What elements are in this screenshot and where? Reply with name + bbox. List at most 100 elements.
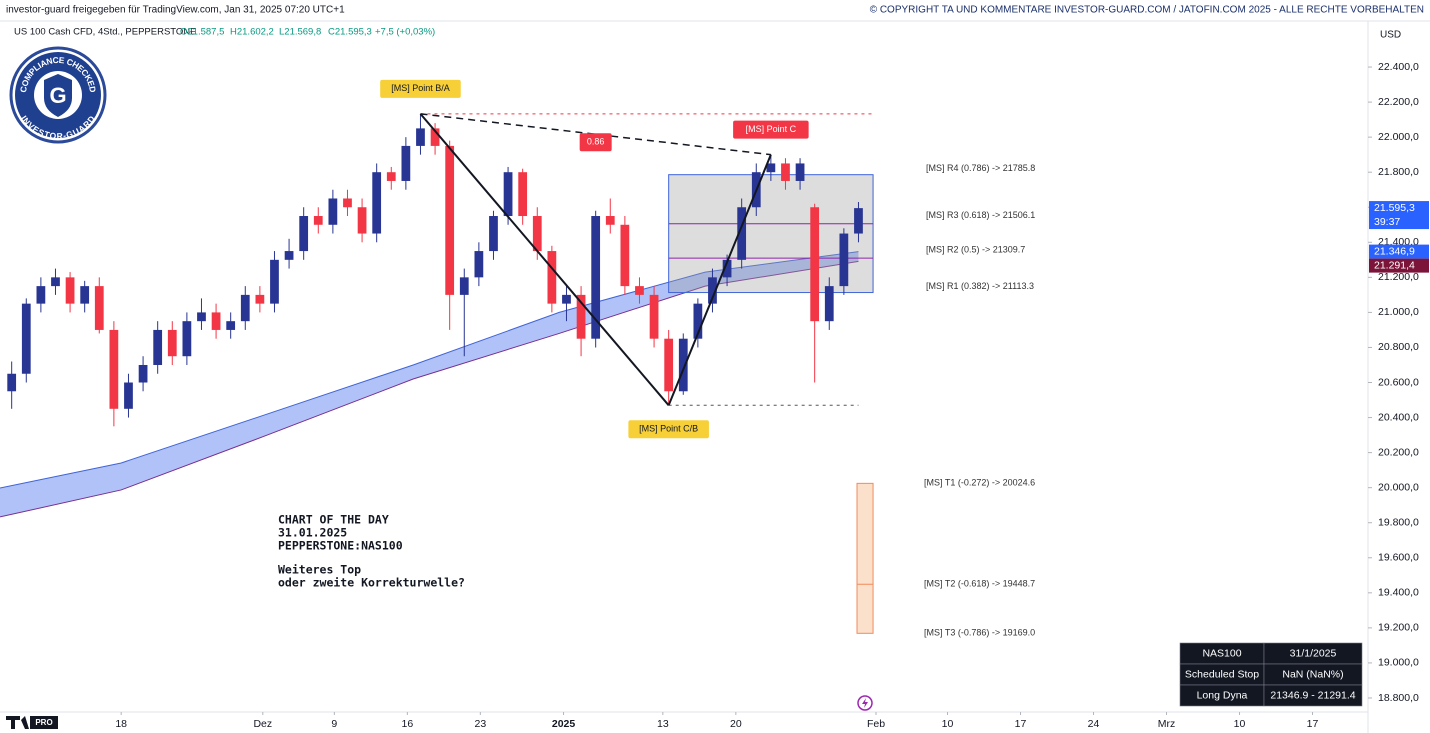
x-tick-label: 23	[474, 718, 486, 730]
x-tick-label: Mrz	[1158, 718, 1176, 730]
candle-body	[503, 172, 513, 217]
candle-body	[328, 198, 338, 225]
price-label-box	[1369, 244, 1429, 259]
candle-body	[678, 338, 688, 392]
ms-level-label: [MS] R2 (0.5) -> 21309.7	[926, 245, 1025, 255]
candle-body	[226, 321, 236, 330]
candle-body	[7, 373, 17, 392]
target-label: [MS] T1 (-0.272) -> 20024.6	[924, 478, 1035, 488]
target-label: [MS] T2 (-0.618) -> 19448.7	[924, 579, 1035, 589]
candle-body	[197, 312, 206, 322]
y-tick-label: 20.800,0	[1378, 341, 1419, 353]
candle-body	[65, 277, 75, 304]
note-line: CHART OF THE DAY	[278, 513, 389, 527]
info-table: NAS100 31/1/2025 Scheduled Stop NaN (NaN%) L…	[1179, 642, 1363, 707]
x-tick-label: Dez	[253, 718, 272, 730]
y-tick-label: 22.200,0	[1378, 96, 1419, 108]
candle-body	[255, 294, 265, 304]
candle-body	[722, 259, 732, 278]
point-label: [MS] Point B/A	[391, 83, 450, 93]
candle-body	[124, 382, 133, 409]
ms-level-label: [MS] R4 (0.786) -> 21785.8	[926, 163, 1035, 173]
y-tick-label: 21.000,0	[1378, 306, 1419, 318]
y-tick-label: 19.000,0	[1378, 657, 1419, 669]
candle-body	[430, 128, 440, 146]
candle-body	[416, 128, 425, 146]
table-text: 31/1/2025	[1290, 647, 1337, 659]
table-cell	[1263, 684, 1363, 707]
x-tick-label: 9	[331, 718, 337, 730]
compliance-logo: COMPLIANCE CHECKED INVESTOR-GUARD G	[9, 46, 107, 144]
note-line: 31.01.2025	[278, 526, 347, 540]
header-right: © COPYRIGHT TA UND KOMMENTARE INVESTOR-G…	[870, 5, 1424, 16]
price-label-box	[1369, 258, 1429, 273]
note-block: CHART OF THE DAY 31.01.2025 PEPPERSTONE:…	[278, 513, 465, 590]
candle-body	[795, 163, 805, 181]
note-line: PEPPERSTONE:NAS100	[278, 539, 403, 553]
x-tick-label: 24	[1088, 718, 1100, 730]
candle-body	[532, 216, 542, 252]
price-label: 21.291,4	[1374, 259, 1415, 271]
pro-box	[30, 716, 58, 729]
note-question: oder zweite Korrekturwelle?	[278, 576, 465, 590]
tv-mark	[6, 716, 29, 729]
price-label: 21.346,9	[1374, 245, 1415, 257]
currency: USD	[1380, 30, 1401, 41]
y-tick-label: 19.200,0	[1378, 622, 1419, 634]
point-label-box	[733, 120, 809, 139]
ratio-label: 0.86	[587, 137, 605, 147]
ratio-box	[579, 133, 612, 152]
x-tick-label: 18	[115, 718, 127, 730]
candle-body	[182, 321, 192, 357]
tv-badge: PRO	[6, 716, 58, 729]
candle-body	[708, 277, 717, 304]
y-tick-label: 20.200,0	[1378, 446, 1419, 458]
candle-body	[153, 329, 163, 365]
x-tick-label: Feb	[867, 718, 885, 730]
header-left: investor-guard freigegeben für TradingVi…	[6, 5, 345, 16]
candle-body	[138, 364, 148, 383]
price-timer: 39:37	[1374, 216, 1400, 228]
candle-body	[591, 216, 601, 339]
pro-text: PRO	[35, 718, 52, 727]
point-label: [MS] Point C	[746, 124, 797, 134]
candle-body	[343, 198, 352, 208]
candle-body	[167, 329, 177, 357]
candle-body	[401, 145, 411, 181]
ohlc-change: +7,5 (+0,03%)	[375, 27, 435, 38]
candle-body	[299, 216, 309, 252]
x-tick-label: 16	[401, 718, 413, 730]
x-tick-label: 20	[730, 718, 742, 730]
ohlc-high: H21.602,2	[230, 27, 274, 38]
candle-body	[635, 286, 644, 295]
ma-upper	[0, 251, 859, 489]
symbol-legend: US 100 Cash CFD, 4Std., PEPPERSTONE O21.…	[14, 27, 435, 38]
candle-body	[474, 251, 484, 278]
ma-band	[0, 251, 859, 517]
ms-level-label: [MS] R1 (0.382) -> 21113.3	[926, 281, 1034, 291]
x-tick-label: 13	[657, 718, 669, 730]
candle-body	[270, 259, 279, 304]
alert-icon	[857, 695, 873, 711]
table-text: NaN (NaN%)	[1282, 668, 1343, 680]
candle-body	[605, 216, 615, 225]
candle-body	[810, 207, 820, 322]
table-text: Scheduled Stop	[1185, 668, 1259, 680]
ohlc-close: C21.595,3	[328, 27, 372, 38]
candle-body	[576, 294, 586, 339]
y-tick-label: 20.000,0	[1378, 481, 1419, 493]
candle-body	[562, 294, 571, 304]
point-label-box	[380, 79, 461, 98]
candle-body	[664, 338, 674, 392]
table-text: Long Dyna	[1197, 689, 1248, 701]
ohlc-open: O21.587,5	[180, 27, 224, 38]
candle-body	[240, 294, 250, 322]
pattern-leg	[667, 154, 772, 406]
candle-body	[357, 207, 367, 234]
y-tick-label: 19.400,0	[1378, 587, 1419, 599]
candle-body	[547, 251, 557, 304]
y-tick-label: 20.600,0	[1378, 376, 1419, 388]
y-tick-label: 18.800,0	[1378, 692, 1419, 704]
pattern-leg	[419, 113, 670, 406]
